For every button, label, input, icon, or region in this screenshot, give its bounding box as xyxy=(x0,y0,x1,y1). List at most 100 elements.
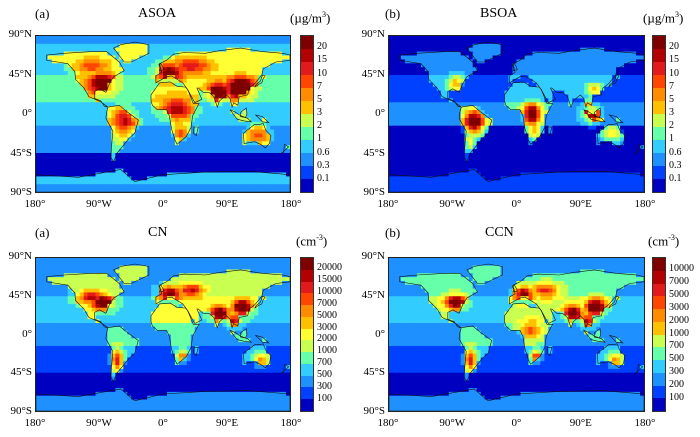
map-cell xyxy=(270,78,275,84)
map-cell xyxy=(628,98,633,103)
map-cell xyxy=(210,133,216,138)
map-cell xyxy=(155,98,160,103)
map-cell xyxy=(540,156,545,162)
map-cell xyxy=(440,86,446,92)
map-cell xyxy=(115,117,120,123)
map-cell xyxy=(556,47,561,53)
map-cell xyxy=(115,102,120,107)
map-cell xyxy=(624,110,629,115)
map-cell xyxy=(632,133,637,138)
map-cell xyxy=(55,114,61,119)
map-cell xyxy=(444,55,450,60)
map-cell xyxy=(432,75,438,80)
map-cell xyxy=(278,141,283,146)
map-cell xyxy=(404,129,410,135)
map-cell xyxy=(206,145,212,150)
map-cell xyxy=(286,82,290,88)
map-cell xyxy=(123,145,128,150)
map-cell xyxy=(424,110,430,115)
map-cell xyxy=(230,63,236,68)
map-cell xyxy=(624,36,629,41)
map-cell xyxy=(436,153,442,158)
map-cell xyxy=(262,55,267,60)
map-cell xyxy=(472,43,478,49)
map-cell xyxy=(636,133,641,138)
map-cell xyxy=(572,172,577,177)
map-cell xyxy=(226,98,232,103)
map-cell xyxy=(512,156,518,162)
map-cell xyxy=(47,94,53,99)
map-cell xyxy=(464,78,470,84)
map-cell xyxy=(36,63,41,68)
map-cell xyxy=(250,110,255,115)
map-cell xyxy=(202,51,208,57)
map-cell xyxy=(246,168,251,174)
map-cell xyxy=(198,47,204,53)
map-cell xyxy=(131,129,136,135)
map-cell xyxy=(516,141,522,146)
map-cell xyxy=(230,82,236,88)
map-cell xyxy=(468,156,474,162)
map-cell xyxy=(556,94,561,99)
map-cell xyxy=(524,145,530,150)
map-cell xyxy=(488,94,494,99)
map-cell xyxy=(500,117,506,123)
map-cell xyxy=(464,149,470,154)
map-cell xyxy=(99,141,105,146)
map-cell xyxy=(59,63,65,68)
map-cell xyxy=(520,133,526,138)
map-cell xyxy=(282,129,287,135)
map-cell xyxy=(620,153,625,158)
map-cell xyxy=(262,180,267,185)
map-cell xyxy=(389,160,394,166)
map-cell xyxy=(608,168,613,174)
map-cell xyxy=(520,141,526,146)
map-cell xyxy=(432,43,438,49)
map-cell xyxy=(214,114,220,119)
map-cell xyxy=(218,172,224,177)
map-cell xyxy=(127,110,132,115)
map-cell xyxy=(43,98,49,103)
map-cell xyxy=(155,160,160,166)
map-cell xyxy=(51,184,57,189)
map-cell xyxy=(616,129,621,135)
map-cell xyxy=(536,55,541,60)
map-cell xyxy=(55,149,61,154)
map-cell xyxy=(392,106,398,111)
map-cell xyxy=(186,176,192,181)
map-cell xyxy=(432,176,438,181)
map-cell xyxy=(588,125,593,131)
map-cell xyxy=(420,160,426,166)
map-cell xyxy=(584,43,589,49)
map-cell xyxy=(286,63,290,68)
map-cell xyxy=(548,149,553,154)
map-cell xyxy=(254,117,259,123)
map-cell xyxy=(536,39,541,45)
map-cell xyxy=(424,153,430,158)
map-cell xyxy=(79,106,85,111)
map-cell xyxy=(218,156,224,162)
map-cell xyxy=(270,55,275,60)
map-cell xyxy=(396,94,402,99)
map-cell xyxy=(608,121,613,127)
map-cell xyxy=(616,71,621,76)
map-cell xyxy=(428,36,434,41)
map-cell xyxy=(548,82,553,88)
map-cell xyxy=(55,188,61,192)
map-cell xyxy=(640,121,644,127)
map-cell xyxy=(238,55,243,60)
map-cell xyxy=(504,129,510,135)
map-cell xyxy=(151,55,156,60)
map-cell xyxy=(540,106,545,111)
map-cell xyxy=(238,90,243,96)
map-cell xyxy=(278,82,283,88)
map-cell xyxy=(170,137,176,142)
map-cell xyxy=(258,184,263,189)
map-cell xyxy=(194,172,200,177)
map-cell xyxy=(75,156,81,162)
map-cell xyxy=(79,153,85,158)
map-cell xyxy=(492,172,498,177)
map-cell xyxy=(222,149,228,154)
map-cell xyxy=(202,59,208,64)
map-cell xyxy=(226,55,232,60)
